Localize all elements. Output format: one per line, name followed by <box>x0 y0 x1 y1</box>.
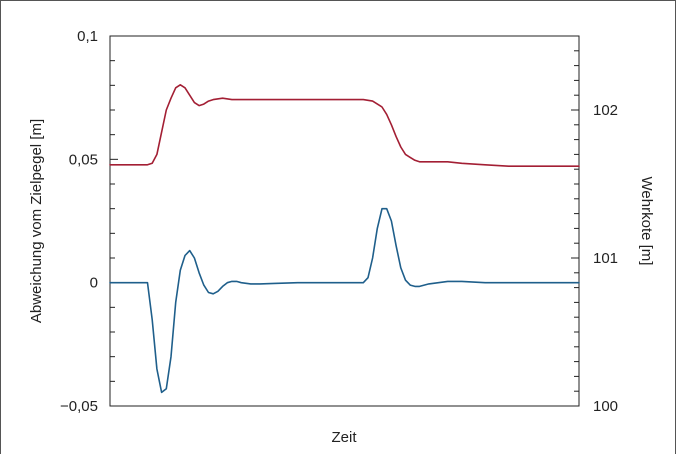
left-axis-ticks: 0,1 0,05 0 −0,05 <box>60 28 118 415</box>
right-axis-ticks: 102 101 100 <box>571 35 618 415</box>
plot-area <box>109 35 580 407</box>
series-line-abweichung <box>109 207 580 394</box>
right-tick-label: 100 <box>593 398 618 415</box>
left-tick-label: 0 <box>90 275 98 292</box>
right-tick-label: 101 <box>593 250 618 267</box>
left-tick-label: 0,05 <box>69 151 98 168</box>
series-layer <box>109 84 580 394</box>
x-axis-label: Zeit <box>331 429 357 446</box>
left-tick-label: −0,05 <box>60 398 98 415</box>
series-line-wehrkote <box>109 84 580 167</box>
left-tick-label: 0,1 <box>77 28 98 45</box>
y-axis-label-left: Abweichung vom Zielpegel [m] <box>28 119 45 323</box>
y-axis-label-right: Wehrkote [m] <box>638 177 655 266</box>
right-tick-label: 102 <box>593 102 618 119</box>
